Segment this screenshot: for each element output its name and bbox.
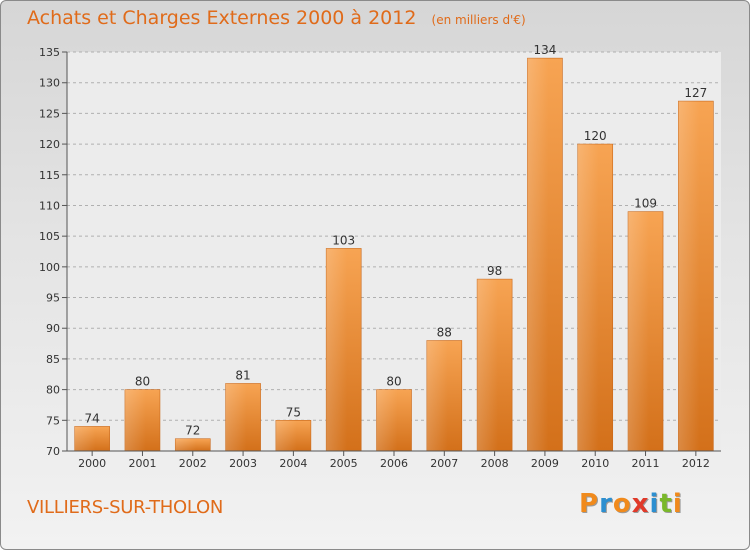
y-tick-label: 125 xyxy=(39,107,60,120)
x-tick-label: 2003 xyxy=(229,457,257,470)
value-label: 98 xyxy=(487,264,502,278)
value-label: 134 xyxy=(533,43,556,57)
value-label: 120 xyxy=(584,129,607,143)
axes xyxy=(62,51,721,456)
bar-highlight xyxy=(527,58,563,452)
y-tick-label: 85 xyxy=(46,353,60,366)
y-tick-label: 70 xyxy=(46,445,60,458)
x-tick-label: 2006 xyxy=(380,457,408,470)
bar-highlight xyxy=(477,279,513,451)
logo-letter: x xyxy=(631,489,650,519)
x-tick-label: 2011 xyxy=(632,457,660,470)
value-label: 80 xyxy=(386,375,401,389)
y-tick-label: 130 xyxy=(39,77,60,90)
y-tick-label: 120 xyxy=(39,138,60,151)
y-tick-label: 105 xyxy=(39,230,60,243)
bar-highlight xyxy=(628,211,664,451)
logo-letter: o xyxy=(612,489,632,519)
x-tick-label: 2008 xyxy=(481,457,509,470)
x-tick-label: 2012 xyxy=(682,457,710,470)
x-tick-label: 2002 xyxy=(179,457,207,470)
bars xyxy=(74,57,714,452)
y-tick-label: 75 xyxy=(46,414,60,427)
bar-highlight xyxy=(376,389,412,451)
logo-letter: i xyxy=(649,489,660,519)
bar-highlight xyxy=(275,420,311,451)
y-tick-label: 95 xyxy=(46,292,60,305)
logo-letter: P xyxy=(579,489,600,519)
x-tick-label: 2007 xyxy=(430,457,458,470)
logo-letter: t xyxy=(659,489,673,519)
value-label: 81 xyxy=(235,368,250,382)
bar-highlight xyxy=(326,248,362,451)
value-label: 103 xyxy=(332,233,355,247)
bar-highlight xyxy=(577,144,613,452)
bar-highlight xyxy=(426,340,462,451)
title-row: Achats et Charges Externes 2000 à 2012 (… xyxy=(27,7,526,29)
logo-letter: i xyxy=(672,489,683,519)
value-label: 80 xyxy=(135,375,150,389)
value-label: 88 xyxy=(437,326,452,340)
x-tick-label: 2001 xyxy=(128,457,156,470)
value-label: 74 xyxy=(85,411,100,425)
bar-highlight xyxy=(175,438,211,451)
y-tick-label: 135 xyxy=(39,46,60,59)
value-label: 109 xyxy=(634,197,657,211)
value-label: 127 xyxy=(684,86,707,100)
y-tick-label: 110 xyxy=(39,199,60,212)
value-label: 75 xyxy=(286,405,301,419)
x-tick-label: 2009 xyxy=(531,457,559,470)
y-tick-label: 80 xyxy=(46,384,60,397)
chart-title: Achats et Charges Externes 2000 à 2012 xyxy=(27,7,417,29)
commune-name: VILLIERS-SUR-THOLON xyxy=(27,497,224,518)
bar-highlight xyxy=(678,101,714,451)
x-tick-label: 2005 xyxy=(330,457,358,470)
bar-highlight xyxy=(225,383,261,451)
y-tick-label: 100 xyxy=(39,261,60,274)
logo-letter: r xyxy=(599,489,613,519)
y-tick-label: 115 xyxy=(39,169,60,182)
bar-highlight xyxy=(74,426,110,451)
labels: 70 75 80 85 90 95 100 105 110 115 120 125 130 135 74 20… xyxy=(39,43,710,470)
x-tick-label: 2010 xyxy=(581,457,609,470)
chart-subtitle: (en milliers d'€) xyxy=(431,13,526,27)
y-tick-label: 90 xyxy=(46,322,60,335)
bar-highlight xyxy=(124,389,160,451)
x-tick-label: 2004 xyxy=(279,457,307,470)
proxiti-logo: Proxiti xyxy=(579,489,683,519)
x-tick-label: 2000 xyxy=(78,457,106,470)
value-label: 72 xyxy=(185,424,200,438)
